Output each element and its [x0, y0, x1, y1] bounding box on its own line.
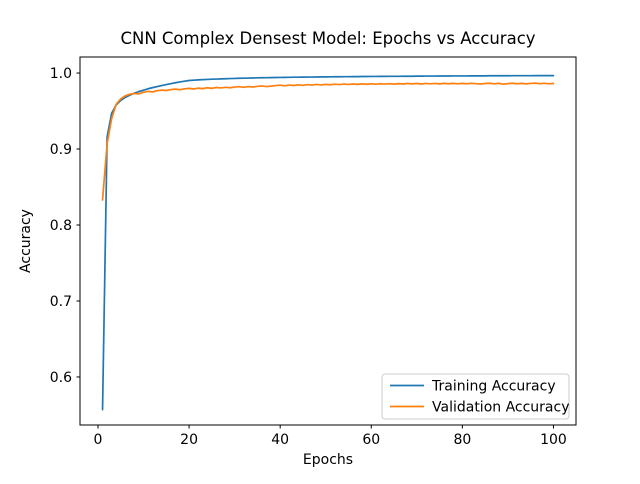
y-tick-label: 0.7 [50, 294, 72, 310]
legend-label-validation: Validation Accuracy [432, 400, 570, 416]
y-tick-label: 0.9 [50, 142, 72, 158]
x-tick-label: 40 [271, 432, 289, 448]
series-lines [101, 74, 555, 411]
training-accuracy-line [101, 74, 555, 411]
axis-ticks: 0 20 40 60 80 100 0.6 0.7 0.8 0.9 1.0 [50, 66, 567, 448]
y-tick-label: 1.0 [50, 66, 72, 82]
y-tick-label: 0.8 [50, 218, 72, 234]
validation-accuracy-line [101, 82, 555, 201]
x-tick-label: 20 [180, 432, 198, 448]
legend-label-training: Training Accuracy [431, 379, 556, 395]
x-tick-label: 0 [94, 432, 103, 448]
plot-area [79, 56, 577, 426]
y-axis-label: Accuracy [18, 209, 34, 273]
x-tick-label: 100 [540, 432, 567, 448]
x-tick-label: 80 [453, 432, 471, 448]
chart-title: CNN Complex Densest Model: Epochs vs Acc… [120, 29, 535, 48]
x-axis-label: Epochs [303, 452, 353, 468]
legend-frame [381, 373, 570, 420]
x-tick-label: 60 [362, 432, 380, 448]
legend: Training Accuracy Validation Accuracy [381, 373, 570, 420]
y-tick-label: 0.6 [50, 370, 72, 386]
